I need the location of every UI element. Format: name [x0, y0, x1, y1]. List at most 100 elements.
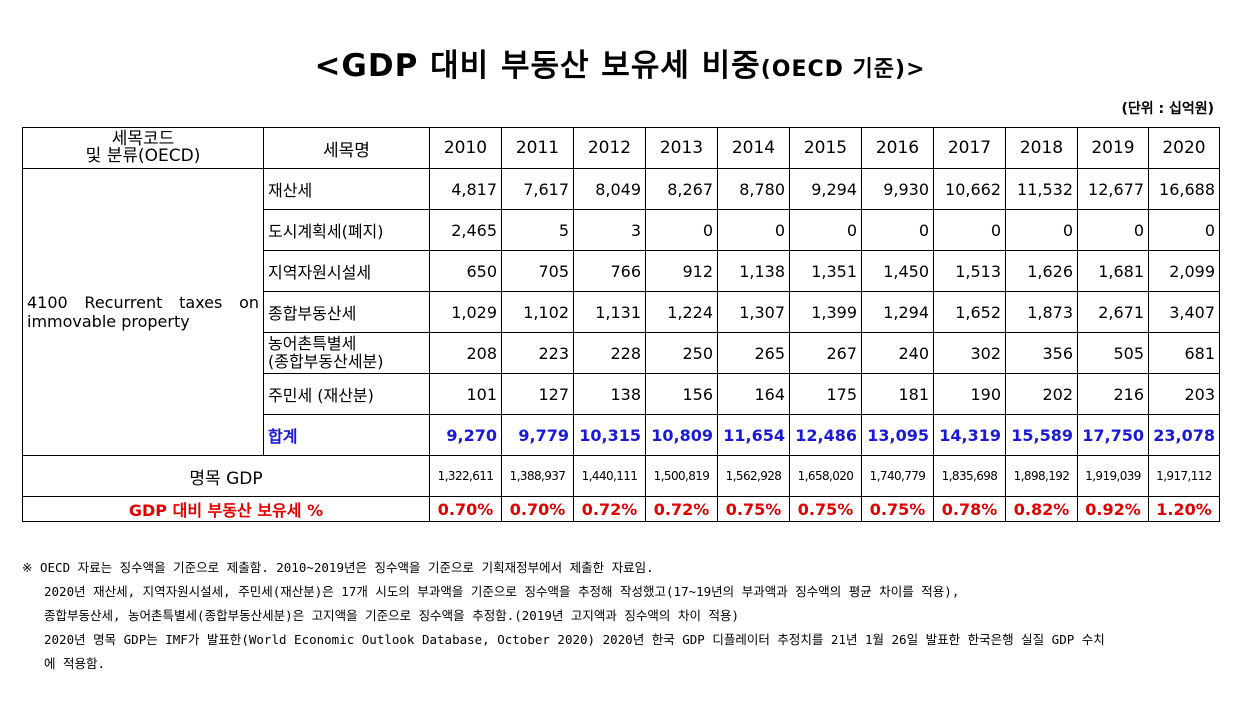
value-cell: 650: [429, 250, 502, 292]
ratio-value: 0.70%: [501, 496, 574, 522]
value-cell: 356: [1005, 332, 1078, 374]
header-year: 2015: [789, 127, 862, 169]
gdp-row: 명목 GDP 1,322,611 1,388,937 1,440,111 1,500,8…: [22, 455, 1220, 497]
tax-name: 주민세 (재산분): [263, 373, 430, 415]
value-cell: 1,029: [429, 291, 502, 333]
gdp-value: 1,740,779: [861, 455, 934, 497]
gdp-value: 1,835,698: [933, 455, 1006, 497]
value-cell: 265: [717, 332, 790, 374]
value-cell: 7,617: [501, 168, 574, 210]
value-cell: 267: [789, 332, 862, 374]
header-year: 2011: [501, 127, 574, 169]
header-year: 2018: [1005, 127, 1078, 169]
value-cell: 9,294: [789, 168, 862, 210]
total-value: 17,750: [1077, 414, 1149, 456]
value-cell: 4,817: [429, 168, 502, 210]
total-value: 15,589: [1005, 414, 1078, 456]
tax-name: 종합부동산세: [263, 291, 430, 333]
header-year: 2013: [645, 127, 718, 169]
unit-label: (단위 : 십억원): [1121, 101, 1214, 117]
value-cell: 181: [861, 373, 934, 415]
table-row: 도시계획세(폐지) 2,465 5 3 0 0 0 0 0 0 0 0: [23, 209, 1220, 251]
ratio-value: 0.92%: [1077, 496, 1149, 522]
gdp-value: 1,898,192: [1005, 455, 1078, 497]
value-cell: 1,131: [573, 291, 646, 333]
header-code-line2: 및 분류(OECD): [85, 146, 201, 166]
footnote: ※ OECD 자료는 징수액을 기준으로 제출함. 2010~2019년은 징수…: [22, 560, 654, 575]
tax-name: 도시계획세(폐지): [263, 209, 430, 251]
table-row: 4100 Recurrent taxes on immovable proper…: [22, 168, 1220, 456]
value-cell: 101: [429, 373, 502, 415]
title-sub: (OECD 기준)>: [760, 57, 926, 82]
value-cell: 1,652: [933, 291, 1006, 333]
value-cell: 505: [1077, 332, 1149, 374]
ratio-label: GDP 대비 부동산 보유세 %: [22, 496, 430, 522]
value-cell: 127: [501, 373, 574, 415]
table-row: 주민세 (재산분) 101 127 138 156 164 175 181 190 202 216 2…: [23, 373, 1220, 415]
value-cell: 223: [501, 332, 574, 374]
ratio-value: 0.78%: [933, 496, 1006, 522]
header-code: 세목코드 및 분류(OECD): [22, 127, 264, 169]
total-value: 11,654: [717, 414, 790, 456]
table-row: 종합부동산세 1,029 1,102 1,131 1,224 1,307 1,399 1,29…: [23, 291, 1220, 333]
value-cell: 912: [645, 250, 718, 292]
value-cell: 0: [789, 209, 862, 251]
gdp-value: 1,440,111: [573, 455, 646, 497]
value-cell: 8,049: [573, 168, 646, 210]
value-cell: 1,681: [1077, 250, 1149, 292]
ratio-row: GDP 대비 부동산 보유세 % 0.70% 0.70% 0.72% 0.72% 0.75…: [22, 496, 1220, 522]
total-value: 14,319: [933, 414, 1006, 456]
gdp-value: 1,658,020: [789, 455, 862, 497]
value-cell: 1,307: [717, 291, 790, 333]
value-cell: 1,224: [645, 291, 718, 333]
header-name: 세목명: [263, 127, 430, 169]
value-cell: 1,450: [861, 250, 934, 292]
value-cell: 0: [717, 209, 790, 251]
value-cell: 0: [933, 209, 1006, 251]
value-cell: 3,407: [1148, 291, 1220, 333]
value-cell: 0: [1077, 209, 1149, 251]
ratio-value: 0.72%: [645, 496, 718, 522]
value-cell: 8,780: [717, 168, 790, 210]
gdp-value: 1,919,039: [1077, 455, 1149, 497]
ratio-value: 1.20%: [1148, 496, 1220, 522]
table-row: 지역자원시설세 650 705 766 912 1,138 1,351 1,450 1,513 1…: [23, 250, 1220, 292]
header-year: 2017: [933, 127, 1006, 169]
tax-name: 재산세: [263, 168, 430, 210]
value-cell: 190: [933, 373, 1006, 415]
value-cell: 16,688: [1148, 168, 1220, 210]
gdp-value: 1,322,611: [429, 455, 502, 497]
value-cell: 12,677: [1077, 168, 1149, 210]
footnote: 에 적용함.: [44, 656, 106, 671]
header-year: 2012: [573, 127, 646, 169]
ratio-value: 0.75%: [861, 496, 934, 522]
gdp-value: 1,500,819: [645, 455, 718, 497]
value-cell: 250: [645, 332, 718, 374]
value-cell: 1,102: [501, 291, 574, 333]
value-cell: 5: [501, 209, 574, 251]
value-cell: 2,465: [429, 209, 502, 251]
value-cell: 203: [1148, 373, 1220, 415]
value-cell: 164: [717, 373, 790, 415]
total-value: 12,486: [789, 414, 862, 456]
value-cell: 10,662: [933, 168, 1006, 210]
value-cell: 0: [1148, 209, 1220, 251]
value-cell: 216: [1077, 373, 1149, 415]
footnote: 2020년 명목 GDP는 IMF가 발표한(World Economic Ou…: [44, 632, 1105, 647]
value-cell: 1,626: [1005, 250, 1078, 292]
total-value: 9,779: [501, 414, 574, 456]
value-cell: 1,873: [1005, 291, 1078, 333]
total-value: 10,809: [645, 414, 718, 456]
table-row: 농어촌특별세 (종합부동산세분) 208 223 228 250 265 267 240 302 3…: [23, 332, 1220, 374]
value-cell: 766: [573, 250, 646, 292]
ratio-value: 0.75%: [789, 496, 862, 522]
value-cell: 0: [645, 209, 718, 251]
ratio-value: 0.72%: [573, 496, 646, 522]
value-cell: 1,138: [717, 250, 790, 292]
value-cell: 175: [789, 373, 862, 415]
total-label: 합계: [263, 414, 430, 456]
value-cell: 8,267: [645, 168, 718, 210]
gdp-value: 1,388,937: [501, 455, 574, 497]
footnote: 종합부동산세, 농어촌특별세(종합부동산세분)은 고지액을 기준으로 징수액을 …: [44, 608, 739, 623]
header-row: 세목코드 및 분류(OECD) 세목명 2010 2011 2012 2013 …: [22, 127, 1220, 169]
